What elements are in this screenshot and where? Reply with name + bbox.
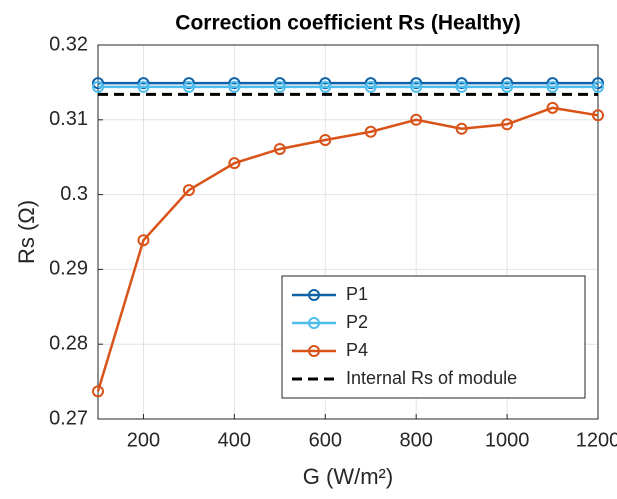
data-point [273,142,286,155]
data-point [137,77,150,90]
data-point [92,77,104,90]
y-tick-label: 0.31 [49,108,88,130]
data-point [319,80,332,93]
data-point [182,184,195,197]
y-tick-label: 0.27 [49,407,88,429]
data-point [319,133,332,146]
data-point [137,234,150,247]
legend-label: Internal Rs of module [346,368,517,388]
data-point [592,77,604,90]
chart-title: Correction coefficient Rs (Healthy) [175,12,520,35]
data-point [546,101,559,114]
data-point [501,118,514,131]
legend-marker [308,289,320,301]
data-point [455,80,468,93]
y-tick-label: 0.28 [49,332,88,354]
y-axis-label: Rs (Ω) [14,200,39,264]
x-tick-label: 800 [399,429,432,451]
x-tick-label: 400 [218,429,251,451]
data-point [410,113,423,126]
data-point [546,77,559,90]
data-point [455,77,468,90]
data-point [501,77,514,90]
legend-marker [308,345,320,357]
data-point [92,80,104,93]
data-point [92,385,104,398]
data-point [228,77,241,90]
data-point [592,109,604,122]
data-point [546,80,559,93]
data-point [273,80,286,93]
data-point [364,77,377,90]
data-point [182,80,195,93]
data-point [592,80,604,93]
data-point [319,77,332,90]
data-point [455,122,468,135]
x-tick-label: 200 [127,429,160,451]
x-tick-label: 600 [309,429,342,451]
legend-marker [308,317,320,329]
data-point [364,80,377,93]
data-point [364,125,377,138]
data-point [410,77,423,90]
x-tick-label: 1200 [576,429,617,451]
data-point [137,80,150,93]
data-point [273,77,286,90]
x-tick-label: 1000 [485,429,530,451]
plot-frame [97,44,599,420]
data-point [501,80,514,93]
data-point [228,80,241,93]
y-tick-label: 0.29 [49,258,88,280]
y-tick-label: 0.32 [49,33,88,55]
legend-label: P4 [346,340,368,360]
series-line [96,106,599,392]
data-point [410,80,423,93]
y-tick-label: 0.3 [60,183,88,205]
x-axis-label: G (W/m²) [303,464,393,489]
data-point [182,77,195,90]
legend-label: P1 [346,284,368,304]
data-point [228,157,241,170]
legend-label: P2 [346,312,368,332]
